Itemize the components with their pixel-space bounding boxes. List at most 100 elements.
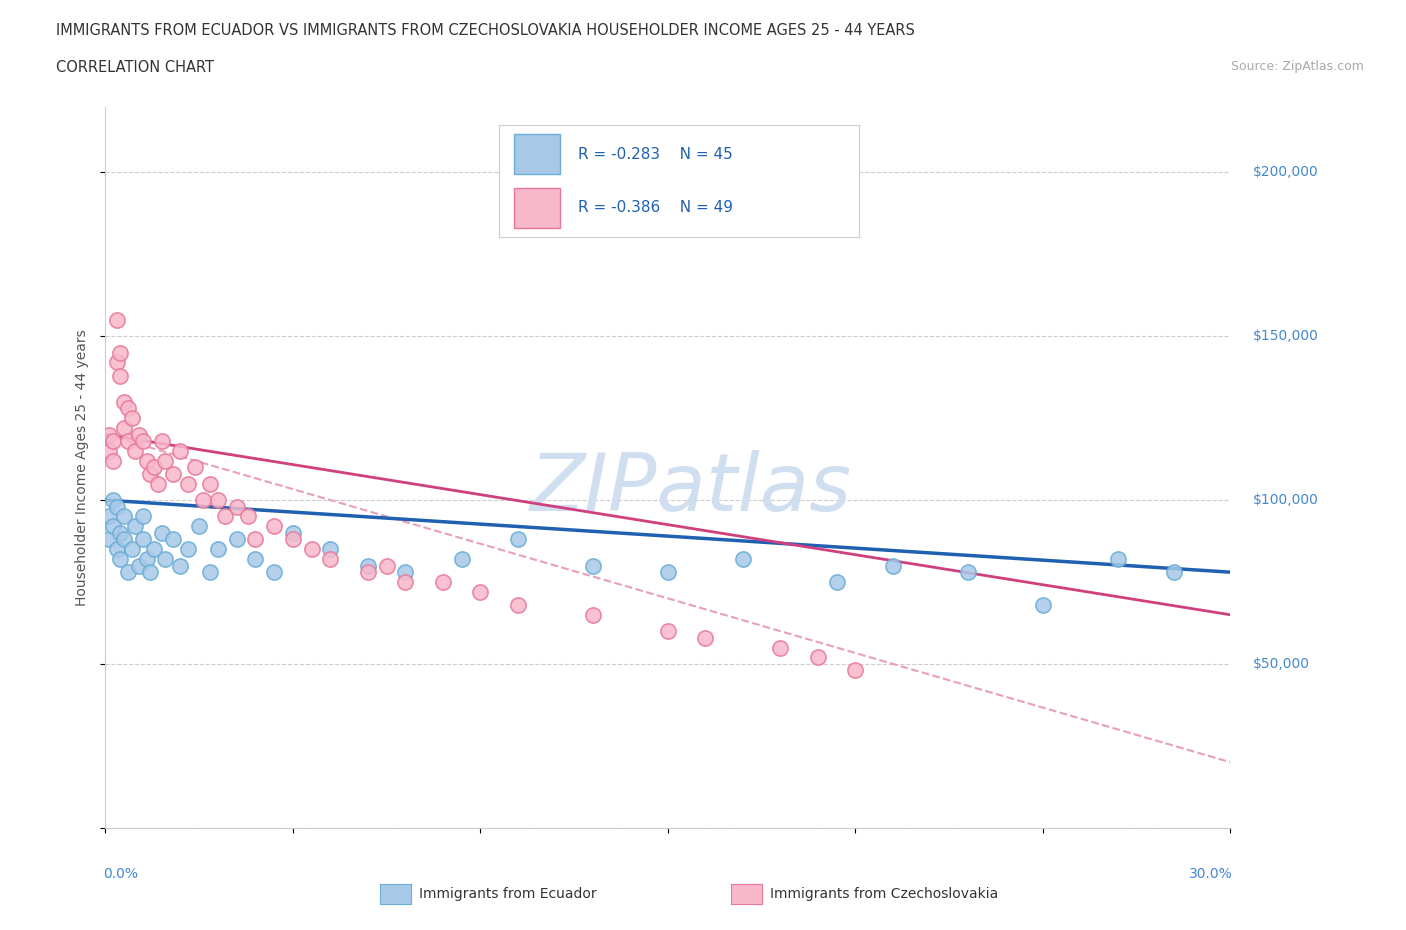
Point bbox=[357, 565, 380, 579]
Point bbox=[155, 453, 177, 468]
Point bbox=[245, 532, 267, 547]
Point bbox=[319, 542, 342, 557]
Point bbox=[101, 519, 124, 534]
Point bbox=[121, 542, 143, 557]
Text: Source: ZipAtlas.com: Source: ZipAtlas.com bbox=[1230, 60, 1364, 73]
Text: R = -0.283    N = 45: R = -0.283 N = 45 bbox=[578, 147, 733, 162]
Point bbox=[825, 575, 848, 590]
Point bbox=[112, 532, 135, 547]
Point bbox=[117, 401, 139, 416]
Point bbox=[105, 542, 128, 557]
Point bbox=[143, 460, 166, 475]
Point bbox=[191, 493, 214, 508]
Point bbox=[188, 519, 211, 534]
Point bbox=[124, 444, 146, 458]
Point bbox=[807, 650, 830, 665]
Text: $100,000: $100,000 bbox=[1253, 493, 1319, 507]
Point bbox=[150, 525, 173, 540]
Text: 30.0%: 30.0% bbox=[1188, 868, 1233, 882]
Point bbox=[695, 631, 717, 645]
Point bbox=[117, 565, 139, 579]
Point bbox=[582, 607, 605, 622]
Point bbox=[319, 551, 342, 566]
Point bbox=[146, 476, 169, 491]
Point bbox=[225, 532, 247, 547]
Text: ZIPatlas: ZIPatlas bbox=[529, 450, 852, 528]
Point bbox=[844, 663, 866, 678]
Text: $200,000: $200,000 bbox=[1253, 166, 1319, 179]
Point bbox=[263, 519, 285, 534]
Point bbox=[117, 433, 139, 448]
Point bbox=[582, 558, 605, 573]
Point bbox=[200, 565, 222, 579]
Point bbox=[394, 575, 416, 590]
Point bbox=[155, 551, 177, 566]
Point bbox=[281, 532, 304, 547]
Point bbox=[225, 499, 247, 514]
Point bbox=[506, 597, 529, 612]
Point bbox=[110, 345, 132, 360]
Point bbox=[135, 551, 157, 566]
Point bbox=[207, 493, 229, 508]
Point bbox=[184, 460, 207, 475]
Point bbox=[657, 565, 679, 579]
Point bbox=[135, 453, 157, 468]
Point bbox=[394, 565, 416, 579]
Point bbox=[143, 542, 166, 557]
Point bbox=[169, 444, 191, 458]
Text: 0.0%: 0.0% bbox=[103, 868, 138, 882]
Point bbox=[162, 532, 184, 547]
Point bbox=[1163, 565, 1185, 579]
Text: Immigrants from Czechoslovakia: Immigrants from Czechoslovakia bbox=[770, 886, 998, 901]
Point bbox=[245, 551, 267, 566]
Point bbox=[98, 532, 121, 547]
Point bbox=[177, 476, 200, 491]
FancyBboxPatch shape bbox=[513, 134, 561, 174]
Point bbox=[139, 565, 162, 579]
Point bbox=[162, 467, 184, 482]
Point bbox=[98, 509, 121, 524]
Point bbox=[169, 558, 191, 573]
Point bbox=[301, 542, 323, 557]
Point bbox=[105, 499, 128, 514]
FancyBboxPatch shape bbox=[513, 188, 561, 228]
Point bbox=[98, 427, 121, 442]
Point bbox=[177, 542, 200, 557]
Point bbox=[470, 584, 492, 599]
Point bbox=[450, 551, 472, 566]
Text: $150,000: $150,000 bbox=[1253, 329, 1319, 343]
Point bbox=[112, 420, 135, 435]
Point bbox=[432, 575, 454, 590]
Point bbox=[128, 558, 150, 573]
Point bbox=[105, 312, 128, 327]
Point bbox=[132, 532, 155, 547]
Point bbox=[281, 525, 304, 540]
Point bbox=[1107, 551, 1129, 566]
Point bbox=[769, 640, 792, 655]
Point bbox=[150, 433, 173, 448]
Point bbox=[375, 558, 398, 573]
Point bbox=[357, 558, 380, 573]
Point bbox=[956, 565, 979, 579]
Point bbox=[101, 453, 124, 468]
Point bbox=[236, 509, 259, 524]
Point bbox=[1032, 597, 1054, 612]
Point bbox=[112, 509, 135, 524]
Text: R = -0.386    N = 49: R = -0.386 N = 49 bbox=[578, 200, 734, 215]
Point bbox=[207, 542, 229, 557]
Point bbox=[124, 519, 146, 534]
Text: Immigrants from Ecuador: Immigrants from Ecuador bbox=[419, 886, 596, 901]
Point bbox=[882, 558, 904, 573]
Text: $50,000: $50,000 bbox=[1253, 657, 1310, 671]
Point bbox=[132, 509, 155, 524]
Point bbox=[128, 427, 150, 442]
Point bbox=[105, 355, 128, 370]
Point bbox=[110, 525, 132, 540]
Point bbox=[731, 551, 754, 566]
Point bbox=[139, 467, 162, 482]
Point bbox=[121, 411, 143, 426]
Point bbox=[110, 368, 132, 383]
Text: IMMIGRANTS FROM ECUADOR VS IMMIGRANTS FROM CZECHOSLOVAKIA HOUSEHOLDER INCOME AGE: IMMIGRANTS FROM ECUADOR VS IMMIGRANTS FR… bbox=[56, 23, 915, 38]
Point bbox=[112, 394, 135, 409]
Point bbox=[657, 624, 679, 639]
